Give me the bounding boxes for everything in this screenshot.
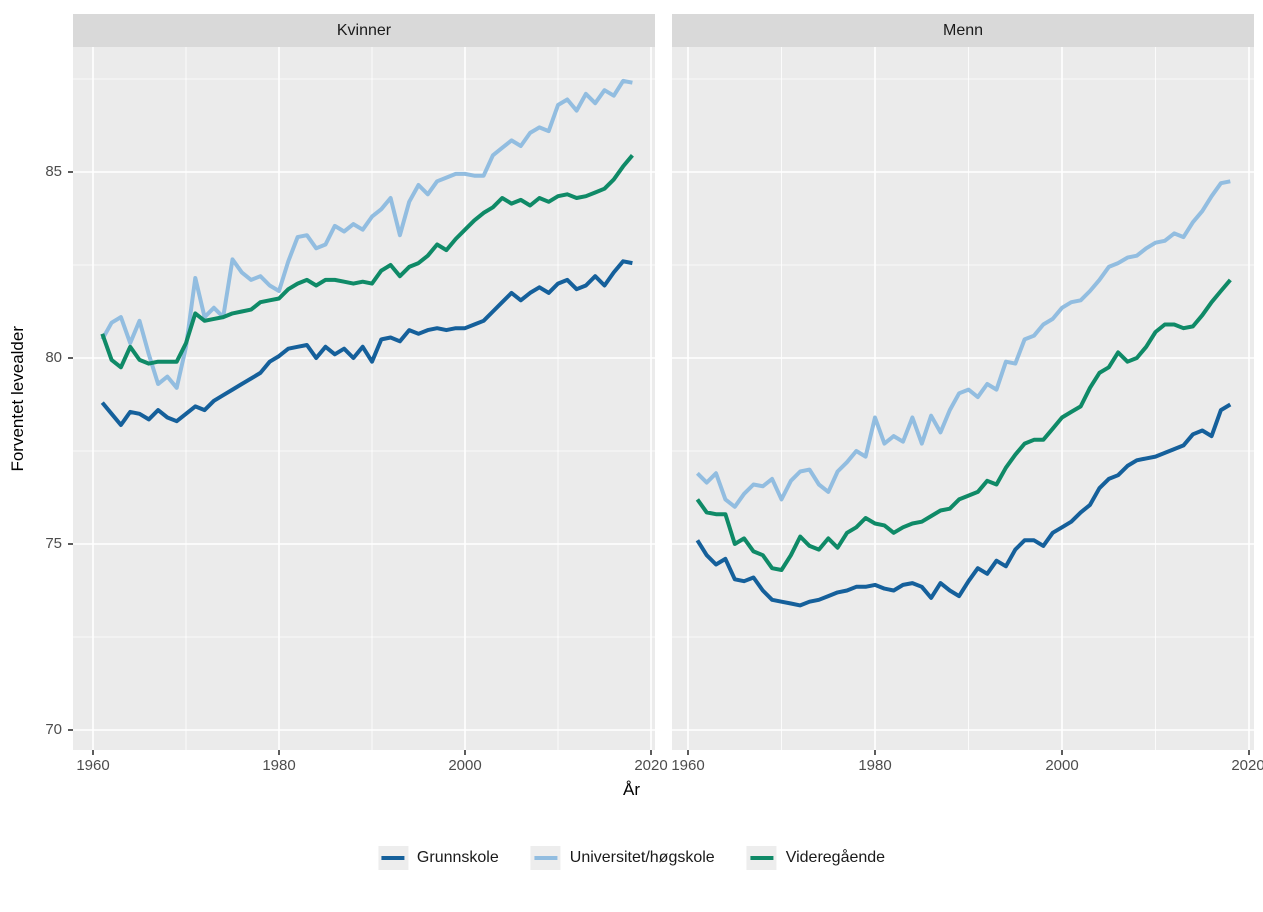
legend-label-grunnskole: Grunnskole	[416, 849, 499, 866]
x-tick-label-k-1960: 1960	[76, 757, 110, 774]
facet-strip-menn: Menn	[672, 14, 1254, 47]
facet-strip-kvinner: Kvinner	[73, 14, 655, 47]
grunnskole-line-swatch-icon	[381, 856, 405, 860]
legend-key-grunnskole	[377, 846, 408, 870]
legend-label-universitet: Universitet/høgskole	[569, 849, 715, 866]
y-tick-label-70: 70	[45, 721, 62, 738]
facet-label-menn: Menn	[942, 21, 984, 39]
legend-key-universitet	[530, 846, 561, 870]
x-tick-label-k-2000: 2000	[448, 757, 482, 774]
legend: Grunnskole Universitet/høgskole Videregå…	[377, 846, 886, 870]
legend-item-universitet: Universitet/høgskole	[530, 846, 715, 870]
x-tick-label-k-1980: 1980	[262, 757, 296, 774]
x-tick-label-k-2020: 2020	[634, 757, 668, 774]
legend-key-videregaende	[746, 846, 777, 870]
y-tick-label-75: 75	[45, 535, 62, 552]
x-tick-label-m-1960: 1960	[671, 757, 705, 774]
universitet-line-swatch-icon	[534, 856, 558, 860]
x-axis-title: År	[623, 780, 640, 799]
x-tick-label-m-2020: 2020	[1231, 757, 1263, 774]
y-tick-label-80: 80	[45, 349, 62, 366]
y-axis-title: Forventet levealder	[8, 325, 27, 472]
legend-item-videregaende: Videregående	[746, 846, 886, 870]
x-tick-label-m-2000: 2000	[1045, 757, 1079, 774]
legend-label-videregaende: Videregående	[785, 849, 886, 866]
x-tick-label-m-1980: 1980	[858, 757, 892, 774]
y-tick-label-85: 85	[45, 163, 62, 180]
videregaende-line-swatch-icon	[750, 856, 774, 860]
legend-item-grunnskole: Grunnskole	[377, 846, 499, 870]
facet-label-kvinner: Kvinner	[336, 21, 392, 39]
